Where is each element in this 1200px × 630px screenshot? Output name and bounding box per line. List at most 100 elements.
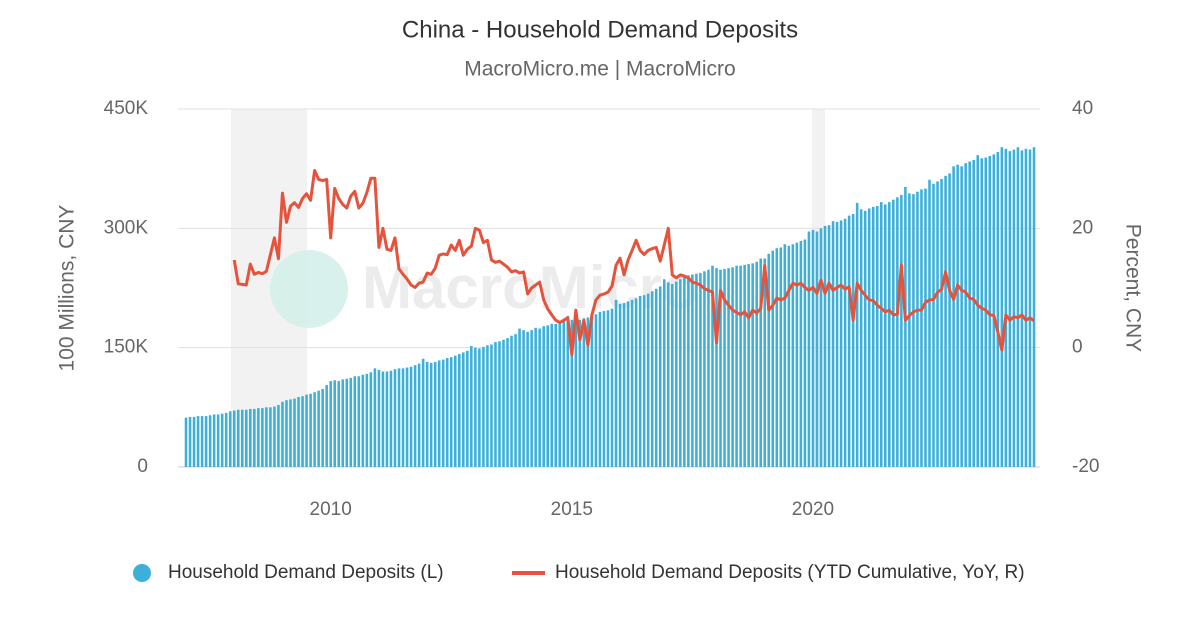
bar [920,189,923,467]
bar [871,206,875,467]
bar [333,380,336,467]
bar [345,378,349,467]
bar [610,308,614,467]
bar [626,301,630,467]
bar [570,319,574,467]
bar [839,220,843,467]
bar [956,164,959,467]
bar [474,347,477,467]
bar [695,273,698,467]
legend: Household Demand Deposits (L) Household D… [133,562,1025,583]
bar [530,330,533,467]
bar [429,362,433,467]
x-tick-label: 2010 [310,499,352,520]
bar [526,331,529,467]
watermark-logo [270,250,348,328]
bar [855,202,859,467]
bar [1016,147,1020,468]
bar [739,265,742,467]
bar [1020,150,1024,467]
bar [578,319,582,467]
bar [321,389,324,467]
bar [377,369,381,467]
bar [277,404,280,467]
bar [699,272,702,467]
bar [719,269,722,467]
bar [289,399,292,467]
bar [847,215,851,467]
bar [558,322,562,467]
x-tick-label: 2015 [551,499,593,520]
bar [763,258,767,467]
bar [867,208,871,467]
bar [365,373,369,467]
bar [196,416,200,467]
bar [932,183,935,467]
bar [200,416,204,467]
bar [449,357,453,467]
bar [968,161,971,468]
bar [574,321,578,467]
bar [992,154,996,467]
bar [675,281,678,467]
bar [445,358,449,467]
chart-subtitle: MacroMicro.me | MacroMicro [464,58,735,81]
bar [582,318,586,467]
bar [859,209,863,468]
bar [1032,147,1036,468]
bar [936,181,939,467]
bar [293,398,296,467]
bar [373,368,377,467]
bar [401,368,405,467]
bar [980,158,984,467]
bar [349,377,353,467]
bar [755,261,758,467]
bar [952,166,955,467]
labels: 0 150K 300K 450K -20 0 20 40 2010 2015 2020 [104,98,1100,520]
bar [807,231,811,467]
bar [188,416,192,467]
x-tick-label: 2020 [792,499,834,520]
legend-marker[interactable] [133,564,151,582]
bar [594,314,598,467]
bar [707,269,710,467]
bar [703,271,706,467]
bar [462,352,465,467]
bar [683,277,686,467]
bar [470,346,473,467]
bar [819,228,823,467]
bar [892,199,895,467]
bar [518,328,521,467]
bar [614,299,618,467]
bar [542,326,545,467]
bar [257,408,260,467]
bar [554,323,558,467]
bar [566,315,570,467]
bar [642,295,646,467]
bar [393,369,397,467]
bar [240,409,244,467]
bar [245,409,248,467]
bar [216,414,220,467]
bar [799,241,803,467]
bar [590,313,594,467]
bar [751,263,754,467]
bar [249,408,252,467]
legend-label[interactable]: Household Demand Deposits (YTD Cumulativ… [555,562,1025,583]
bar [385,371,389,467]
bar [353,376,357,467]
bar [409,366,413,467]
bar [831,221,835,467]
bar [1004,148,1008,467]
bar [425,361,429,467]
bar [606,310,610,467]
legend-label[interactable]: Household Demand Deposits (L) [168,562,444,583]
bar [787,245,791,467]
bar [908,193,911,467]
bar [940,179,943,467]
bar [735,265,738,467]
bar [904,186,907,467]
bar [212,414,216,467]
bar [313,392,316,467]
